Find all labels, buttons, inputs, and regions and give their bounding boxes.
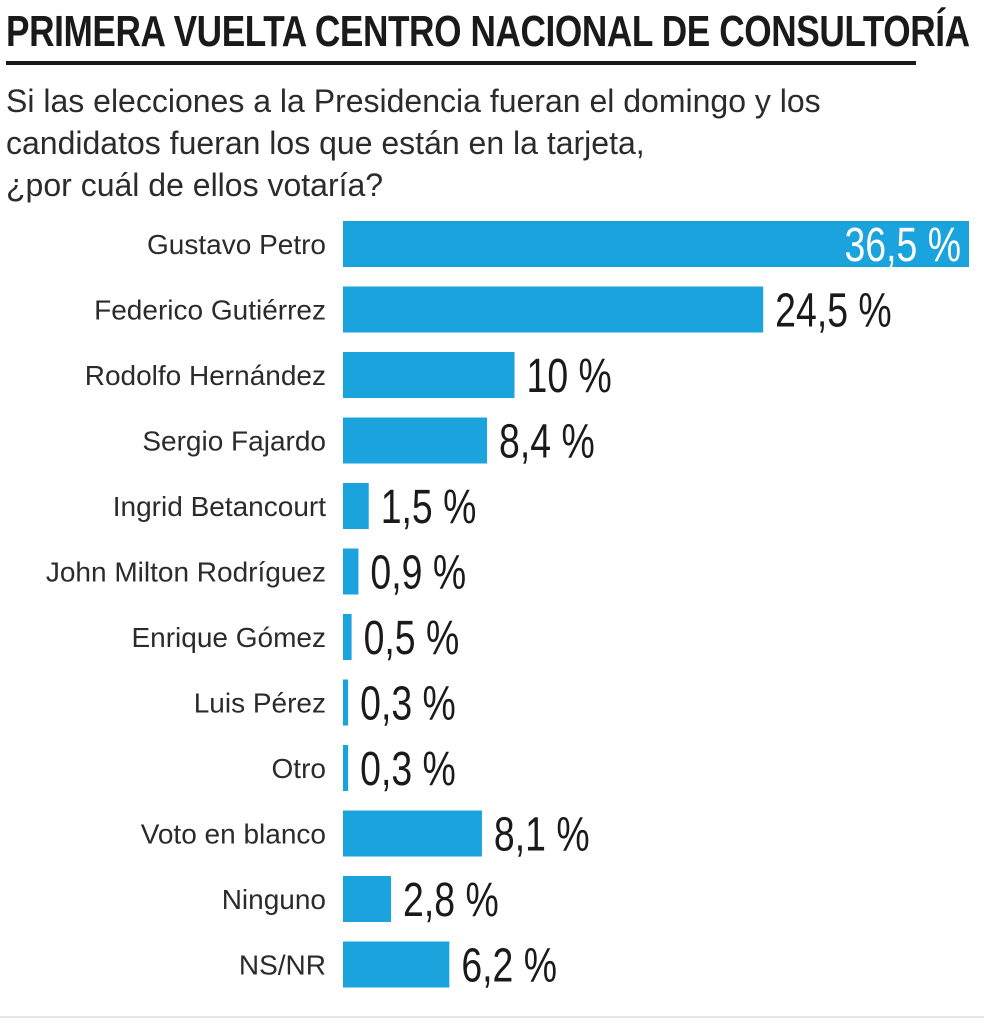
subtitle-line-1: Si las elecciones a la Presidencia fuera… [6, 83, 821, 119]
value-label-ingrid-betancourt: 1,5 % [381, 481, 477, 535]
bar-gustavo-petro [343, 221, 969, 267]
value-label-ns-nr: 6,2 % [461, 939, 557, 993]
category-label-otro: Otro [272, 753, 326, 784]
category-label-ingrid-betancourt: Ingrid Betancourt [113, 491, 326, 522]
chart-title: PRIMERA VUELTA CENTRO NACIONAL DE CONSUL… [6, 7, 970, 56]
value-label-gustavo-petro: 36,5 % [844, 219, 961, 273]
bar-voto-en-blanco [343, 810, 482, 857]
category-label-voto-en-blanco: Voto en blanco [141, 819, 326, 850]
category-label-ns-nr: NS/NR [239, 950, 326, 981]
category-label-enrique-gomez: Enrique Gómez [131, 622, 326, 653]
subtitle-line-2: candidatos fueran los que están en la ta… [6, 125, 645, 161]
category-label-sergio-fajardo: Sergio Fajardo [142, 426, 326, 457]
category-label-federico-gutierrez: Federico Gutiérrez [94, 295, 326, 326]
bar-federico-gutierrez [343, 286, 764, 333]
value-label-voto-en-blanco: 8,1 % [494, 808, 590, 862]
value-label-sergio-fajardo: 8,4 % [499, 415, 595, 469]
category-label-ninguno: Ninguno [222, 884, 326, 915]
category-label-luis-perez: Luis Pérez [194, 688, 326, 719]
bottom-divider [0, 1016, 984, 1018]
bar-ninguno [343, 876, 392, 922]
category-label-gustavo-petro: Gustavo Petro [147, 229, 326, 260]
bar-otro [343, 745, 349, 791]
value-label-luis-perez: 0,3 % [360, 677, 456, 731]
bar-enrique-gomez [343, 614, 352, 660]
value-label-enrique-gomez: 0,5 % [364, 612, 460, 666]
subtitle-line-3: ¿por cuál de ellos votaría? [6, 167, 384, 203]
value-label-federico-gutierrez: 24,5 % [775, 284, 892, 338]
value-label-otro: 0,3 % [360, 743, 456, 797]
chart-subtitle: Si las elecciones a la Presidencia fuera… [6, 80, 906, 206]
bar-sergio-fajardo [343, 417, 488, 464]
bar-luis-perez [343, 679, 349, 726]
category-label-john-milton-rodriguez: John Milton Rodríguez [46, 557, 326, 588]
bar-rodolfo-hernandez [343, 352, 515, 398]
bar-ingrid-betancourt [343, 483, 369, 529]
bar-ns-nr [343, 941, 450, 988]
value-label-john-milton-rodriguez: 0,9 % [370, 546, 466, 600]
value-label-ninguno: 2,8 % [403, 874, 499, 928]
value-label-rodolfo-hernandez: 10 % [527, 350, 612, 404]
category-label-rodolfo-hernandez: Rodolfo Hernández [85, 360, 326, 391]
bar-john-milton-rodriguez [343, 548, 359, 595]
title-underline [6, 61, 916, 65]
